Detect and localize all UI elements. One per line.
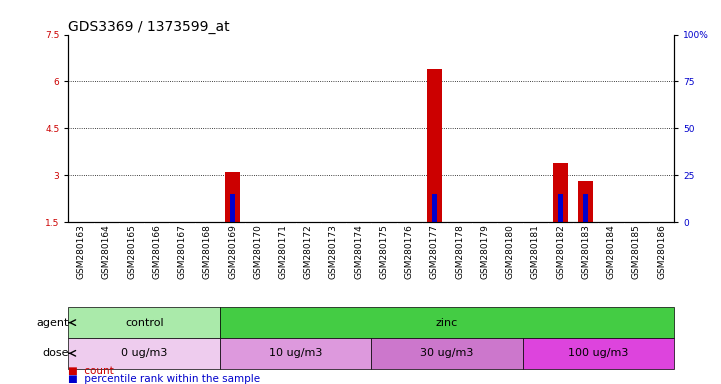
Text: GSM280166: GSM280166 xyxy=(152,225,162,280)
Text: dose: dose xyxy=(43,348,68,358)
Text: GSM280168: GSM280168 xyxy=(203,225,212,280)
Text: GSM280172: GSM280172 xyxy=(304,225,313,280)
Text: GSM280180: GSM280180 xyxy=(505,225,515,280)
Bar xyxy=(225,172,240,222)
Text: 30 ug/m3: 30 ug/m3 xyxy=(420,348,474,358)
Bar xyxy=(68,307,220,338)
Text: GSM280169: GSM280169 xyxy=(228,225,237,280)
Bar xyxy=(432,194,437,222)
Text: GSM280185: GSM280185 xyxy=(632,225,641,280)
Text: GSM280179: GSM280179 xyxy=(480,225,490,280)
Bar xyxy=(523,338,674,369)
Text: GSM280174: GSM280174 xyxy=(354,225,363,280)
Text: GSM280165: GSM280165 xyxy=(127,225,136,280)
Text: GSM280173: GSM280173 xyxy=(329,225,338,280)
Text: GSM280170: GSM280170 xyxy=(253,225,262,280)
Bar xyxy=(558,194,563,222)
Text: ■  count: ■ count xyxy=(68,366,114,376)
Text: GSM280182: GSM280182 xyxy=(556,225,565,280)
Text: GSM280183: GSM280183 xyxy=(581,225,590,280)
Text: GSM280184: GSM280184 xyxy=(606,225,616,280)
Bar xyxy=(68,338,220,369)
Text: GSM280181: GSM280181 xyxy=(531,225,540,280)
Bar xyxy=(427,69,442,222)
Text: GSM280163: GSM280163 xyxy=(76,225,86,280)
Text: GSM280171: GSM280171 xyxy=(278,225,288,280)
Bar xyxy=(230,194,235,222)
Bar xyxy=(220,338,371,369)
Bar xyxy=(371,338,523,369)
Text: GSM280177: GSM280177 xyxy=(430,225,439,280)
Text: GSM280167: GSM280167 xyxy=(177,225,187,280)
Text: GDS3369 / 1373599_at: GDS3369 / 1373599_at xyxy=(68,20,230,33)
Text: agent: agent xyxy=(36,318,68,328)
Bar xyxy=(220,307,674,338)
Bar xyxy=(583,194,588,222)
Text: GSM280186: GSM280186 xyxy=(657,225,666,280)
Text: 0 ug/m3: 0 ug/m3 xyxy=(121,348,167,358)
Text: control: control xyxy=(125,318,164,328)
Text: 100 ug/m3: 100 ug/m3 xyxy=(568,348,629,358)
Text: zinc: zinc xyxy=(436,318,458,328)
Bar xyxy=(578,181,593,222)
Text: GSM280176: GSM280176 xyxy=(404,225,414,280)
Text: ■  percentile rank within the sample: ■ percentile rank within the sample xyxy=(68,374,260,384)
Text: GSM280175: GSM280175 xyxy=(379,225,389,280)
Text: 10 ug/m3: 10 ug/m3 xyxy=(269,348,322,358)
Text: GSM280164: GSM280164 xyxy=(102,225,111,280)
Bar xyxy=(553,163,568,222)
Text: GSM280178: GSM280178 xyxy=(455,225,464,280)
